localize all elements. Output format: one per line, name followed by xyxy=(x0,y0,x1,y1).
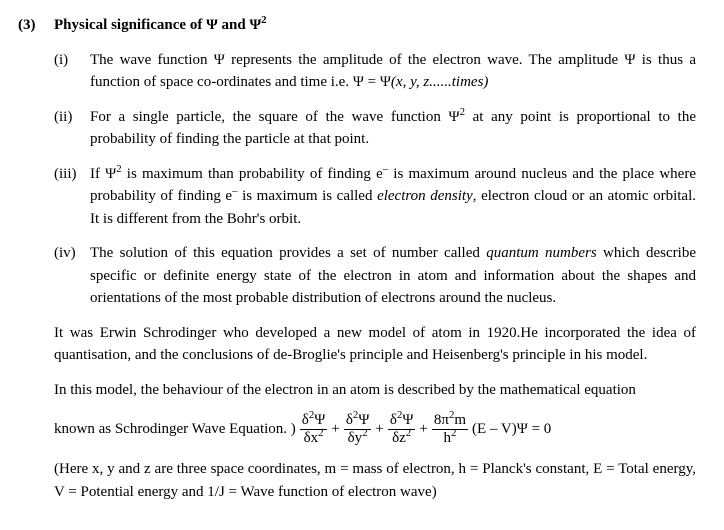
item-text: The wave function Ψ represents the ampli… xyxy=(90,49,696,94)
denominator: δy2 xyxy=(346,430,370,446)
equation-row: known as Schrodinger Wave Equation. ) δ2… xyxy=(54,413,696,446)
item-text: If Ψ2 is maximum than probability of fin… xyxy=(90,163,696,231)
roman-numeral: (i) xyxy=(54,49,90,94)
equation: δ2Ψ δx2 + δ2Ψ δy2 + δ2Ψ δz2 + 8π2m h2 (E… xyxy=(300,413,552,446)
roman-numeral: (iv) xyxy=(54,242,90,310)
section-title: Physical significance of Ψ and Ψ2 xyxy=(54,14,267,37)
equation-tail: (E – V)Ψ = 0 xyxy=(472,418,551,441)
denominator: h2 xyxy=(442,430,459,446)
footnote: (Here x, y and z are three space coordin… xyxy=(54,458,696,503)
list-item: (iii) If Ψ2 is maximum than probability … xyxy=(54,163,696,231)
roman-numeral: (iii) xyxy=(54,163,90,231)
item-text: The solution of this equation provides a… xyxy=(90,242,696,310)
equation-lead: known as Schrodinger Wave Equation. ) xyxy=(54,418,300,441)
list-item: (i) The wave function Ψ represents the a… xyxy=(54,49,696,94)
roman-numeral: (ii) xyxy=(54,106,90,151)
title-text: Physical significance of Ψ and Ψ xyxy=(54,17,261,33)
fraction: 8π2m h2 xyxy=(432,413,468,446)
plus: + xyxy=(331,418,339,441)
list-item: (iv) The solution of this equation provi… xyxy=(54,242,696,310)
item-text: For a single particle, the square of the… xyxy=(90,106,696,151)
plus: + xyxy=(375,418,383,441)
paragraph: In this model, the behaviour of the elec… xyxy=(54,379,696,402)
fraction: δ2Ψ δx2 xyxy=(300,413,328,446)
plus: + xyxy=(419,418,427,441)
denominator: δx2 xyxy=(302,430,326,446)
fraction: δ2Ψ δz2 xyxy=(388,413,416,446)
title-sup: 2 xyxy=(261,14,266,26)
denominator: δz2 xyxy=(390,430,413,446)
fraction: δ2Ψ δy2 xyxy=(344,413,372,446)
numerator: 8π2m xyxy=(432,413,468,430)
section-number: (3) xyxy=(18,14,54,37)
list-item: (ii) For a single particle, the square o… xyxy=(54,106,696,151)
paragraph: It was Erwin Schrodinger who developed a… xyxy=(54,322,696,367)
numerator: δ2Ψ xyxy=(388,413,416,430)
